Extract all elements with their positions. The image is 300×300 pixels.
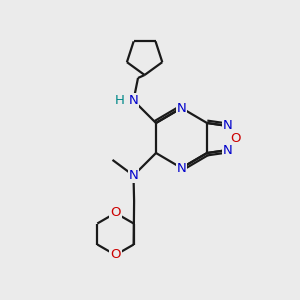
Text: O: O [230, 131, 241, 145]
Text: N: N [129, 169, 138, 182]
Text: N: N [223, 119, 233, 133]
Text: H: H [115, 94, 125, 107]
Text: N: N [223, 143, 233, 157]
Text: N: N [177, 161, 186, 175]
Text: N: N [177, 101, 186, 115]
Text: O: O [110, 206, 121, 220]
Text: O: O [110, 248, 121, 262]
Text: N: N [129, 94, 138, 107]
